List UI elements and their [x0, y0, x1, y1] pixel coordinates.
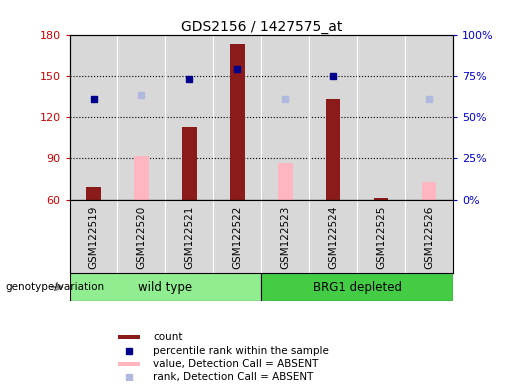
Text: count: count	[153, 332, 183, 342]
Text: GSM122524: GSM122524	[328, 205, 338, 269]
Bar	[422, 182, 436, 200]
Bar	[70, 273, 261, 301]
Text: value, Detection Call = ABSENT: value, Detection Call = ABSENT	[153, 359, 319, 369]
Bar	[87, 187, 101, 200]
Text: GSM122525: GSM122525	[376, 205, 386, 269]
Bar	[261, 273, 453, 301]
Text: rank, Detection Call = ABSENT: rank, Detection Call = ABSENT	[153, 372, 314, 382]
Bar	[278, 162, 293, 200]
Bar	[374, 198, 388, 200]
Bar	[118, 335, 140, 339]
Title: GDS2156 / 1427575_at: GDS2156 / 1427575_at	[181, 20, 342, 33]
Bar	[182, 127, 197, 200]
Bar	[134, 156, 149, 200]
Bar	[118, 362, 140, 366]
Text: GSM122519: GSM122519	[89, 205, 98, 269]
Text: GSM122526: GSM122526	[424, 205, 434, 269]
Text: BRG1 depleted: BRG1 depleted	[313, 281, 402, 293]
Text: GSM122521: GSM122521	[184, 205, 195, 269]
Text: GSM122523: GSM122523	[280, 205, 290, 269]
Text: percentile rank within the sample: percentile rank within the sample	[153, 346, 329, 356]
Text: GSM122520: GSM122520	[136, 205, 146, 269]
Bar	[326, 99, 340, 200]
Bar	[230, 44, 245, 200]
Text: GSM122522: GSM122522	[232, 205, 243, 269]
Text: wild type: wild type	[139, 281, 193, 293]
Text: genotype/variation: genotype/variation	[5, 282, 104, 292]
